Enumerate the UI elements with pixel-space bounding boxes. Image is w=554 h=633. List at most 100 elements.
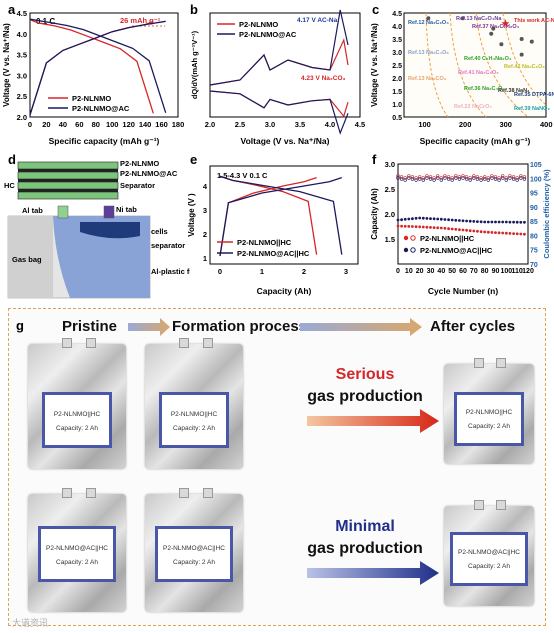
chart-f-capacity-point [436,226,440,230]
cells-label: cells [151,227,168,236]
chart-b-xtick: 2.5 [235,120,245,129]
chart-f-xtick: 40 [437,268,445,275]
chart-f-ce-point [454,174,458,178]
chart-f-ce-point [403,176,407,180]
chart-c-xtick: 200 [459,120,472,129]
chart-f-capacity-point [450,218,454,222]
pouch-label-card: P2-NLNMO||HC Capacity: 2 Ah [454,392,524,446]
chart-c-ref-label: Ref.13 Na₂C₄O₆ [408,50,449,56]
chart-e-frame [209,165,359,265]
panel-d-letter: d [8,152,16,167]
chart-f-ce-point [461,174,465,178]
chart-f-capacity-point [396,218,400,222]
separator-label: separator [151,241,185,250]
chart-f-ce-point [493,177,498,181]
gas-bag-region [8,216,53,298]
layer-label-1: P2-NLNMO [120,159,159,168]
chart-c-point [460,16,465,21]
separator-layer [18,189,118,192]
chart-f-capacity-point [414,225,418,229]
chart-f-ce-point [504,176,509,180]
chart-f-capacity-point [454,218,458,222]
chart-f-capacity-point [436,217,440,221]
pouch-label-capacity: Capacity: 2 Ah [468,563,510,570]
chart-f-ytick: 2.0 [385,210,395,219]
chart-a-ytick: 3.5 [17,51,27,60]
red-arrow-shape [307,409,439,433]
chart-f-ce-point [454,176,458,180]
red-arrow [307,409,439,433]
blue-arrow [307,561,439,585]
chart-f-capacity-point [432,226,436,229]
chart-e-xtick: 2 [302,267,306,276]
chart-f-ce-point [501,176,505,180]
chart-f-ce-point [435,176,440,180]
chart-f-ce-point [522,175,527,179]
chart-b: P2-NLNMO P2-NLNMO@AC 4.17 V AC-Na 4.23 V… [190,9,365,146]
pouch-label-capacity: Capacity: 2 Ah [173,425,215,432]
chart-f-ce-point [432,176,436,180]
separator-region [80,222,140,239]
chart-c-ytick: 4.0 [392,24,402,31]
pouch-label-card: P2-NLNMO@AC||HC Capacity: 2 Ah [450,532,528,586]
chart-f-ce-point [461,176,465,180]
chart-b-curve-discharge [209,90,349,135]
chart-c-energy-curve-2 [449,12,487,118]
chart-c-ylabel: Voltage (V vs. Na⁺/Na) [370,23,379,107]
chart-c-ytick: 1.0 [392,102,402,109]
chart-c-ref-label: Ref.13 Na₂CO₃ [408,76,447,82]
pouch-top-formation: P2-NLNMO||HC Capacity: 2 Ah [145,338,243,469]
chart-c-energy-curve-3 [475,12,529,118]
chart-f-capacity-point [407,217,411,221]
chart-f-capacity-point [411,225,414,228]
chart-f-capacity-point [497,220,501,224]
chart-b-ylabel: dQ/dV(mAh g⁻¹V⁻¹) [190,30,199,99]
chart-e-xtick: 3 [344,267,348,276]
chart-f-xtick: 70 [470,268,478,275]
chart-f-ce-point [414,178,418,182]
chart-f-ce-point [443,176,447,180]
chart-f-ce-point [464,175,469,179]
chart-b-xtick: 4.0 [325,120,335,129]
chart-f-ce-point [443,174,447,178]
chart-f-ce-point [519,174,523,178]
chart-f-capacity-point [461,228,465,232]
chart-f-legend-mark-1 [403,235,409,241]
chart-c-ref-label: Ref.12 Na₂C₂O₄ [408,20,449,26]
chart-f-ce-point [439,176,444,180]
chart-f-capacity-point [403,224,407,228]
chart-a-xtick: 160 [155,120,168,129]
chart-f-capacity-point [519,220,523,224]
chart-f-ce-point [497,178,501,182]
arrow-formation-to-after [300,318,422,336]
chart-f-capacity-point [479,220,483,224]
chart-f-ce-point [511,175,516,179]
chart-a-ytick: 4.0 [17,30,27,39]
chart-c: Ref.13 NaC₂O₄Na Ref.12 Na₂C₂O₄ Ref.37 Na₂C… [370,11,554,146]
chart-f-xtick: 50 [448,268,456,275]
chart-c-frame [403,12,547,118]
chart-b-frame [209,12,361,118]
pouch-label-capacity: Capacity: 2 Ah [56,425,98,432]
chart-f-ce-point [439,178,444,182]
chart-e-discharge-curve [219,175,343,255]
stage-arrows [128,318,422,336]
film-label: Al-plastic film [151,267,190,276]
chart-f-ce-point [490,176,494,180]
chart-f-ce-point [482,177,487,181]
pouch-tab [203,488,213,498]
chart-f-ce-point [446,175,451,179]
pouch-top-after: P2-NLNMO||HC Capacity: 2 Ah [444,358,534,464]
chart-c-xtick: 400 [540,120,553,129]
chart-f-capacity-point [414,216,418,220]
chart-f-ylabel2: Coulombic efficiency (%) [542,169,551,259]
chart-f-capacity-point [443,218,447,221]
electrode-stack [17,161,119,200]
chart-f-ytick: 2.5 [385,185,395,194]
pouch-label-name: P2-NLNMO||HC [465,409,513,416]
chart-f-ce-point [428,177,433,181]
chart-f-capacity-point [465,219,468,223]
chart-e-xtick: 0 [218,267,222,276]
panel-f-letter: f [372,152,377,167]
chart-c-ytick: 1.5 [392,89,402,96]
